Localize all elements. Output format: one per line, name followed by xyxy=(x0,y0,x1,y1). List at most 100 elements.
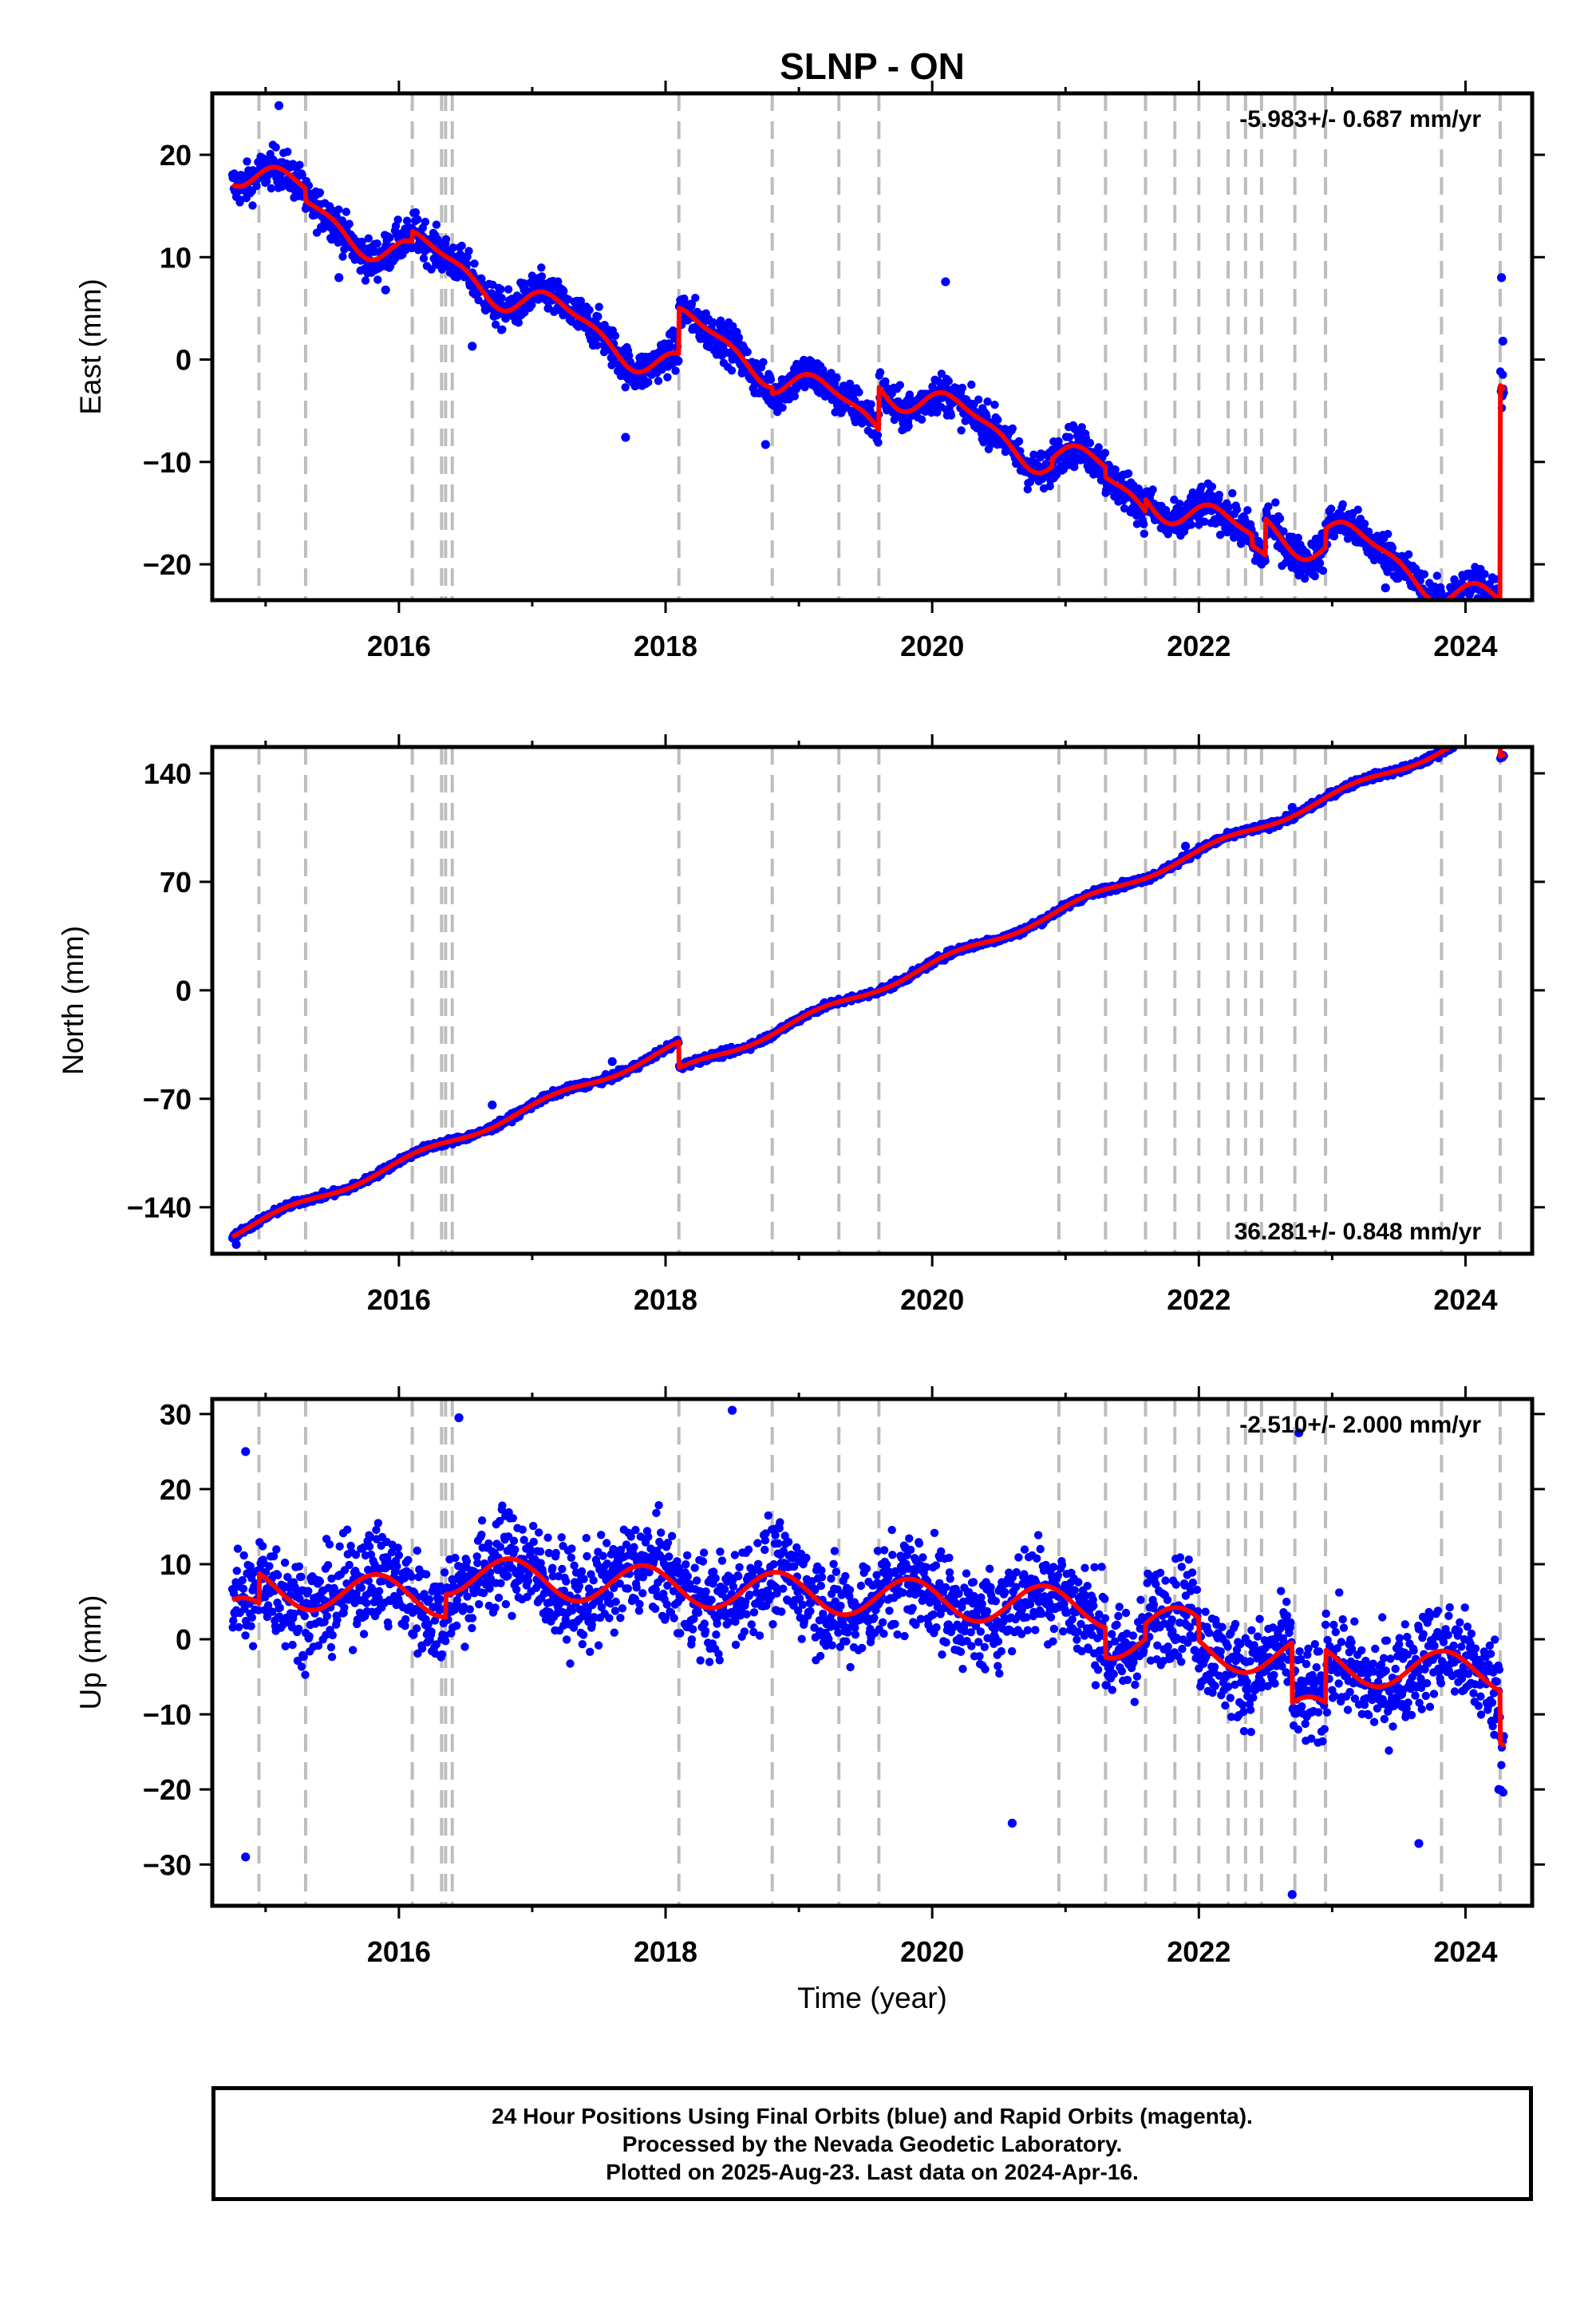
position-point xyxy=(462,259,472,268)
position-point xyxy=(595,302,603,311)
position-point xyxy=(457,241,466,251)
position-point xyxy=(1432,571,1442,580)
position-point xyxy=(1434,612,1442,620)
position-point xyxy=(1261,556,1270,566)
position-point xyxy=(855,388,863,397)
position-point xyxy=(1421,615,1429,623)
position-point xyxy=(663,373,672,381)
position-point xyxy=(1424,610,1432,618)
y-tick-label: 10 xyxy=(160,241,192,274)
position-point xyxy=(1446,603,1454,611)
position-point xyxy=(905,390,915,399)
position-point xyxy=(421,217,430,227)
position-point xyxy=(527,271,537,280)
position-point xyxy=(1065,433,1074,441)
velocity-annotation: -5.983+/- 0.687 mm/yr xyxy=(1239,106,1481,132)
position-point xyxy=(958,383,967,393)
position-point xyxy=(1420,570,1429,579)
x-tick-label: 2018 xyxy=(634,630,697,662)
position-point xyxy=(760,440,770,449)
position-point xyxy=(248,201,257,210)
position-point xyxy=(1480,570,1489,579)
position-point xyxy=(1427,611,1435,619)
position-point xyxy=(1197,482,1206,491)
position-point xyxy=(295,160,304,169)
position-point xyxy=(1148,485,1157,494)
position-point xyxy=(315,188,325,197)
position-point xyxy=(243,157,251,166)
position-point xyxy=(593,341,602,350)
position-point xyxy=(1023,484,1033,494)
position-point xyxy=(727,366,737,375)
position-point xyxy=(1444,603,1452,611)
position-point xyxy=(1262,510,1271,519)
position-point xyxy=(873,431,883,440)
x-tick-label: 2016 xyxy=(367,630,431,662)
position-point xyxy=(1353,505,1362,514)
position-point xyxy=(271,143,280,152)
position-point xyxy=(402,216,412,225)
position-point xyxy=(819,366,828,374)
position-point xyxy=(974,395,983,404)
position-point xyxy=(671,366,680,375)
position-point xyxy=(957,426,966,435)
position-point xyxy=(381,285,390,294)
position-point xyxy=(391,221,401,231)
position-point xyxy=(1440,604,1448,612)
position-point xyxy=(734,333,744,342)
position-point xyxy=(1432,602,1440,610)
position-point xyxy=(334,273,344,283)
position-point xyxy=(1054,437,1063,446)
position-point xyxy=(504,285,513,294)
position-point xyxy=(881,377,890,386)
x-tick-label: 2022 xyxy=(1167,630,1231,662)
position-point xyxy=(941,277,950,287)
position-point xyxy=(904,421,913,430)
position-point xyxy=(1498,336,1507,346)
position-point xyxy=(716,316,725,325)
position-point xyxy=(594,312,602,321)
position-point xyxy=(1326,504,1336,513)
x-tick-label: 2024 xyxy=(1433,630,1497,662)
position-point xyxy=(1388,543,1397,552)
position-point xyxy=(342,207,351,216)
position-point xyxy=(674,356,683,366)
position-point xyxy=(1496,273,1507,283)
position-point xyxy=(527,300,536,310)
y-tick-label: −20 xyxy=(143,548,192,581)
position-point xyxy=(1444,603,1452,611)
position-point xyxy=(1492,603,1500,611)
position-point xyxy=(790,392,799,401)
position-point xyxy=(990,401,999,409)
position-point xyxy=(832,373,841,382)
position-point xyxy=(729,322,737,330)
position-point xyxy=(1329,532,1339,541)
position-point xyxy=(1494,607,1502,615)
position-point xyxy=(497,294,506,302)
position-point xyxy=(554,277,563,286)
position-point xyxy=(1490,604,1498,612)
position-point xyxy=(559,287,568,295)
position-point xyxy=(1224,503,1234,512)
position-point xyxy=(1094,443,1103,452)
position-point xyxy=(1318,566,1328,575)
position-point xyxy=(1279,527,1288,536)
position-point xyxy=(448,243,458,252)
position-point xyxy=(967,380,976,389)
position-point xyxy=(432,220,441,229)
position-point xyxy=(654,377,663,385)
position-point xyxy=(1300,574,1310,583)
position-point xyxy=(1315,559,1325,567)
position-point xyxy=(361,276,370,285)
position-point xyxy=(298,170,306,180)
position-point xyxy=(1494,601,1502,609)
position-point xyxy=(267,184,276,193)
daily-positions xyxy=(227,747,1508,1249)
position-point xyxy=(1422,603,1430,611)
position-point xyxy=(937,370,946,378)
position-point xyxy=(1008,424,1017,433)
position-point xyxy=(464,247,473,255)
position-point xyxy=(1490,607,1498,615)
